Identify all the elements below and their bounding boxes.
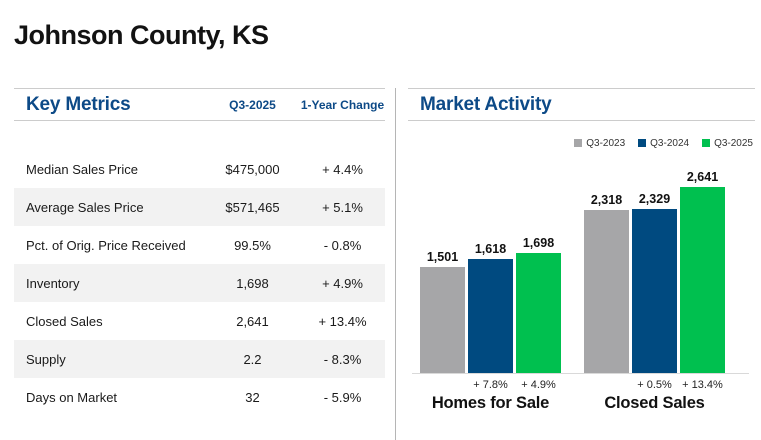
bar-value-label: 1,501: [426, 250, 459, 264]
legend-swatch-icon: [638, 139, 647, 147]
metric-value: 99.5%: [234, 237, 271, 253]
market-activity-header: Market Activity: [408, 88, 755, 121]
metric-value: $475,000: [225, 161, 280, 177]
market-activity-panel: Market Activity Q3-2023 Q3-2024 Q3-2025 1,…: [408, 88, 755, 413]
metric-change: + 4.9%: [322, 275, 363, 291]
table-row: Closed Sales 2,641 + 13.4%: [14, 302, 385, 340]
metric-value: $571,465: [225, 199, 280, 215]
metric-label: Inventory: [26, 275, 80, 291]
market-activity-chart: 1,501 1,618 1,698 + 7.8% + 4.9% Homes for Sal…: [408, 153, 755, 413]
bar-column: 2,329: [632, 192, 677, 373]
bar-value-label: 1,698: [522, 236, 555, 250]
metric-label: Supply: [26, 351, 66, 367]
bar-q3-2025: [680, 187, 725, 373]
key-metrics-table: Median Sales Price $475,000 + 4.4% Avera…: [14, 150, 385, 416]
column-header-change: 1-Year Change: [300, 97, 385, 112]
chart-group: 2,318 2,329 2,641 + 0.5% + 13.4% Closed Sales: [584, 153, 725, 413]
bar-value-label: 2,318: [590, 193, 623, 207]
legend-label: Q3-2024: [650, 137, 690, 149]
bar-group: 1,501 1,618 1,698: [420, 153, 561, 373]
key-metrics-panel: Key Metrics Q3-2025 1-Year Change Median…: [14, 88, 385, 416]
pct-change-label: + 7.8%: [473, 379, 508, 391]
bar-q3-2024: [468, 259, 513, 373]
metric-label: Days on Market: [26, 389, 118, 405]
metric-label: Closed Sales: [26, 313, 103, 329]
bar-column: 1,501: [420, 250, 465, 373]
chart-legend: Q3-2023 Q3-2024 Q3-2025: [408, 137, 755, 149]
pct-change-label: [420, 379, 465, 391]
bar-q3-2023: [420, 267, 465, 373]
legend-label: Q3-2025: [714, 137, 753, 149]
column-header-period: Q3-2025: [229, 97, 276, 112]
legend-item: Q3-2024: [638, 138, 689, 149]
metric-value: 32: [245, 389, 260, 405]
bar-q3-2025: [516, 253, 561, 373]
market-activity-heading: Market Activity: [420, 93, 552, 115]
metric-value: 2.2: [243, 351, 262, 367]
category-label: Homes for Sale: [431, 394, 550, 412]
metric-label: Pct. of Orig. Price Received: [26, 237, 186, 253]
bar-column: 2,641: [680, 170, 725, 373]
bar-column: 1,618: [468, 242, 513, 373]
page-title: Johnson County, KS: [14, 20, 269, 50]
table-row: Supply 2.2 - 8.3%: [14, 340, 385, 378]
legend-item: Q3-2023: [574, 138, 625, 149]
category-label: Closed Sales: [604, 394, 705, 412]
metric-label: Median Sales Price: [26, 161, 138, 177]
chart-group: 1,501 1,618 1,698 + 7.8% + 4.9% Homes for Sal…: [420, 153, 561, 413]
legend-label: Q3-2023: [586, 137, 626, 149]
metric-value: 2,641: [236, 313, 269, 329]
key-metrics-header: Key Metrics Q3-2025 1-Year Change: [14, 88, 385, 121]
legend-swatch-icon: [702, 139, 711, 147]
metric-change: - 0.8%: [323, 237, 362, 253]
pct-change-label: [584, 379, 629, 391]
table-row: Days on Market 32 - 5.9%: [14, 378, 385, 416]
legend-swatch-icon: [574, 139, 583, 147]
pct-change-label: + 0.5%: [637, 379, 672, 391]
bar-q3-2023: [584, 210, 629, 373]
bar-value-label: 2,641: [686, 170, 719, 184]
x-axis-line: [412, 373, 749, 374]
bar-value-label: 1,618: [474, 242, 507, 256]
table-row: Median Sales Price $475,000 + 4.4%: [14, 150, 385, 188]
bar-group: 2,318 2,329 2,641: [584, 153, 725, 373]
bar-q3-2024: [632, 209, 677, 373]
metric-label: Average Sales Price: [26, 199, 144, 215]
bar-value-label: 2,329: [638, 192, 671, 206]
metric-change: + 13.4%: [318, 313, 367, 329]
panel-divider: [395, 88, 396, 440]
metric-change: - 8.3%: [323, 351, 362, 367]
bar-column: 1,698: [516, 236, 561, 373]
table-row: Pct. of Orig. Price Received 99.5% - 0.8…: [14, 226, 385, 264]
key-metrics-heading: Key Metrics: [26, 93, 131, 115]
table-row: Average Sales Price $571,465 + 5.1%: [14, 188, 385, 226]
metric-change: - 5.9%: [323, 389, 362, 405]
metric-change: + 5.1%: [322, 199, 363, 215]
pct-change-row: + 0.5% + 13.4%: [584, 379, 725, 391]
metric-value: 1,698: [236, 275, 269, 291]
pct-change-label: + 4.9%: [521, 379, 556, 391]
table-row: Inventory 1,698 + 4.9%: [14, 264, 385, 302]
metric-change: + 4.4%: [322, 161, 363, 177]
pct-change-label: + 13.4%: [682, 379, 723, 391]
legend-item: Q3-2025: [702, 138, 753, 149]
pct-change-row: + 7.8% + 4.9%: [420, 379, 561, 391]
bar-column: 2,318: [584, 193, 629, 373]
